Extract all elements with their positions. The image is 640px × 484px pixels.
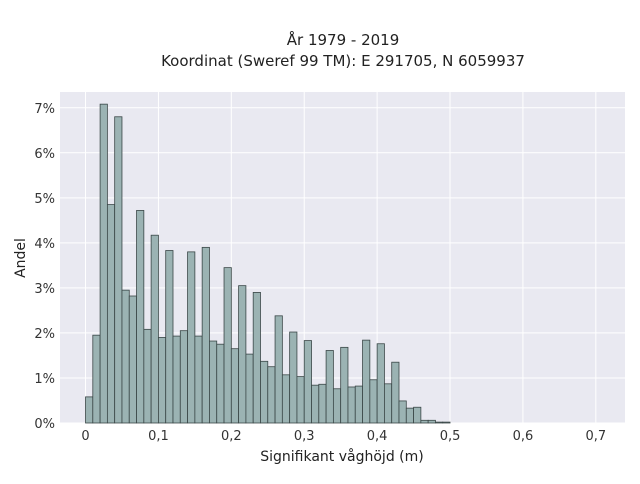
histogram-bar-14 — [187, 251, 196, 424]
histogram-bar-49 — [442, 421, 451, 424]
y-tick-label-3: 3% — [34, 282, 55, 297]
x-axis-ticks: 0 0,1 0,2 0,3 0,4 0,5 0,6 0,7 — [81, 429, 606, 444]
histogram-bar-29 — [296, 376, 305, 424]
histogram-bar-34 — [332, 388, 342, 424]
histogram-bar-46 — [420, 419, 429, 424]
histogram-bar-35 — [340, 346, 349, 424]
histogram-bar-39 — [369, 379, 378, 424]
x-tick-label-3: 0,3 — [294, 429, 315, 444]
histogram-bar-38 — [362, 339, 371, 424]
y-tick-label-4: 4% — [34, 237, 55, 252]
histogram-bar-11 — [165, 250, 174, 424]
histogram-bar-42 — [391, 361, 400, 424]
histogram-bar-23 — [252, 292, 261, 424]
histogram-bar-37 — [354, 385, 363, 424]
y-tick-label-5: 5% — [34, 192, 55, 207]
histogram-bar-12 — [172, 335, 181, 424]
histogram-bar-10 — [158, 337, 167, 424]
histogram-bar-19 — [223, 267, 232, 424]
x-tick-label-4: 0,4 — [367, 429, 388, 444]
histogram-bar-20 — [230, 348, 240, 424]
chart-title-line2: Koordinat (Sweref 99 TM): E 291705, N 60… — [161, 52, 525, 70]
histogram-bar-43 — [398, 400, 407, 424]
y-tick-label-2: 2% — [34, 327, 55, 342]
histogram-bar-31 — [311, 384, 320, 424]
histogram-bar-36 — [347, 386, 356, 424]
histogram-bar-15 — [194, 335, 203, 424]
histogram-bar-30 — [303, 340, 312, 424]
histogram-bar-27 — [281, 374, 291, 424]
histogram-bar-18 — [216, 343, 225, 424]
histogram-bar-28 — [289, 331, 298, 424]
histogram-bar-5 — [121, 289, 130, 424]
y-axis-ticks: 0% 1% 2% 3% 4% 5% 6% 7% — [34, 102, 55, 432]
x-tick-label-2: 0,2 — [221, 429, 242, 444]
x-tick-label-5: 0,5 — [440, 429, 461, 444]
histogram-bar-24 — [260, 360, 269, 424]
histogram-bar-1 — [92, 334, 101, 424]
histogram-bar-0 — [85, 396, 94, 424]
histogram-bar-41 — [384, 383, 393, 424]
y-tick-label-0: 0% — [34, 417, 55, 432]
histogram-bar-47 — [427, 419, 436, 424]
histogram-bar-17 — [209, 340, 218, 424]
histogram-bar-2 — [99, 103, 108, 424]
histogram-bar-13 — [179, 330, 188, 424]
y-tick-label-7: 7% — [34, 102, 55, 117]
bars — [85, 103, 451, 424]
histogram-bar-32 — [318, 383, 327, 424]
x-tick-label-0: 0 — [81, 429, 89, 444]
histogram-bar-8 — [143, 328, 152, 424]
y-tick-label-6: 6% — [34, 147, 55, 162]
histogram-bar-3 — [106, 204, 116, 424]
y-axis-label: Andel — [13, 238, 29, 278]
histogram-bar-45 — [413, 406, 422, 424]
x-axis-label: Signifikant våghöjd (m) — [260, 448, 423, 465]
x-tick-label-1: 0,1 — [148, 429, 169, 444]
x-tick-label-6: 0,6 — [513, 429, 534, 444]
histogram-bar-33 — [325, 350, 334, 424]
histogram-bar-40 — [376, 343, 385, 424]
chart-title-line1: År 1979 - 2019 — [287, 30, 400, 49]
histogram-bar-21 — [238, 285, 247, 424]
histogram-bar-26 — [274, 315, 283, 424]
histogram-bar-44 — [405, 407, 414, 424]
x-tick-label-7: 0,7 — [585, 429, 606, 444]
histogram-bar-48 — [435, 421, 444, 424]
histogram-bar-7 — [136, 210, 145, 424]
histogram-bar-16 — [201, 246, 210, 424]
histogram-bar-6 — [128, 295, 137, 424]
histogram-bar-22 — [245, 353, 254, 424]
y-tick-label-1: 1% — [34, 372, 55, 387]
histogram-bar-9 — [150, 234, 159, 424]
histogram-bar-4 — [114, 116, 123, 424]
histogram-bar-25 — [267, 366, 276, 424]
